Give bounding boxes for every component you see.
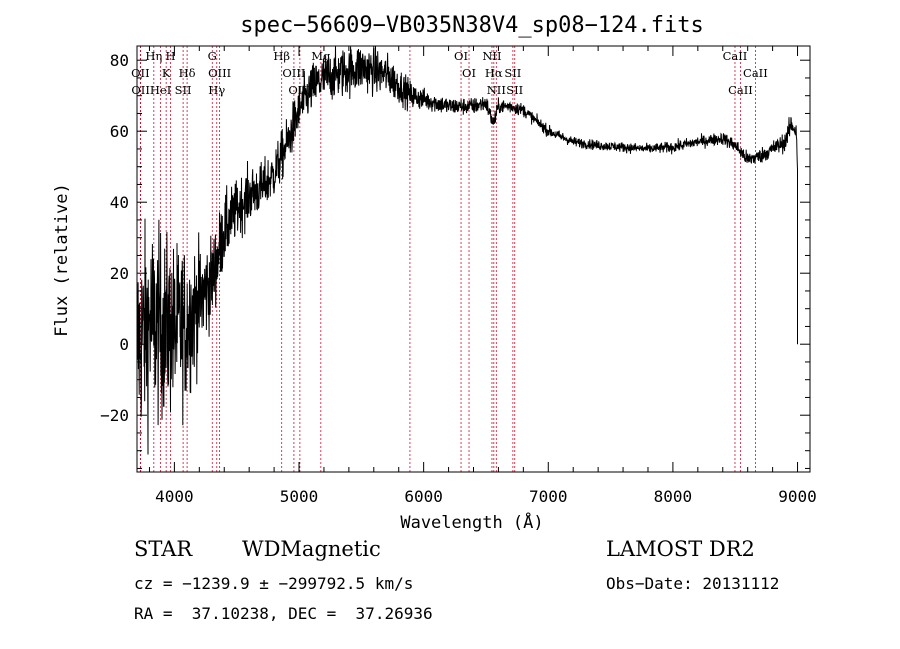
spectral-line-label: Hβ	[273, 49, 290, 63]
y-tick-label: 80	[110, 51, 129, 70]
x-tick-label: 8000	[654, 487, 693, 506]
spectrum-layer	[136, 45, 798, 455]
spectral-line-label: OI	[454, 49, 468, 63]
y-tick-label: 40	[110, 193, 129, 212]
object-subclass: WDMagnetic	[242, 537, 381, 561]
spectral-line-label: OII	[131, 66, 150, 80]
y-tick-label: 0	[119, 335, 129, 354]
spectral-line-label: H	[166, 49, 176, 63]
y-tick-label: 60	[110, 122, 129, 141]
spectral-line-label: SII	[506, 83, 523, 97]
y-tick-label: −20	[100, 406, 129, 425]
y-axis-title: Flux (relative)	[52, 183, 72, 337]
spectral-line-label: CaII	[728, 83, 753, 97]
spectral-line-label: G	[208, 49, 217, 63]
spectral-line-label: Mg	[311, 49, 331, 63]
spectral-line-label: K	[162, 66, 171, 80]
x-tick-label: 6000	[404, 487, 443, 506]
line-labels: Hη OII OII KH HeI SII Hδ G OIII Hγ Hβ OIII OIII Mg OI O…	[131, 49, 768, 97]
spectral-line-markers	[139, 46, 756, 472]
spectral-line-label: OIII	[208, 66, 231, 80]
sky-coordinates: RA = 37.10238, DEC = 37.26936	[134, 604, 433, 623]
x-axis-title: Wavelength (Å)	[400, 511, 543, 533]
spectrum-line	[136, 45, 798, 455]
spectral-line-label: SII	[175, 83, 192, 97]
x-tick-label: 7000	[529, 487, 568, 506]
spectral-line-label: OIII	[282, 66, 305, 80]
object-class: STAR	[134, 537, 193, 561]
observation-date: Obs−Date: 20131112	[606, 574, 780, 593]
spectral-line-label: Hη	[145, 49, 162, 63]
x-tick-label: 9000	[778, 487, 817, 506]
x-tick-label: 4000	[155, 487, 194, 506]
spectral-line-label: OIII	[288, 83, 311, 97]
spectral-line-label: Hα	[485, 66, 503, 80]
chart-title: spec−56609−VB035N38V4_sp08−124.fits	[240, 13, 704, 38]
spectral-line-label: OII	[131, 83, 150, 97]
spectral-line-label: HeI	[150, 83, 171, 97]
spectral-line-label: Hγ	[208, 83, 225, 97]
redshift-velocity: cz = −1239.9 ± −299792.5 km/s	[134, 574, 414, 593]
spectral-line-label: SII	[504, 66, 521, 80]
survey-name: LAMOST DR2	[606, 537, 755, 561]
axis-ticks: 4000 5000 6000 7000 8000 9000 −20 0 20 40 60 80	[100, 46, 817, 506]
spectral-line-label: Hδ	[179, 66, 196, 80]
spectral-line-label: OI	[462, 66, 476, 80]
spectral-line-label: NII	[482, 49, 501, 63]
spectral-line-label: CaII	[743, 66, 768, 80]
spectral-line-label: NII	[487, 83, 506, 97]
spectral-line-label: CaII	[723, 49, 748, 63]
y-tick-label: 20	[110, 264, 129, 283]
x-tick-label: 5000	[280, 487, 319, 506]
